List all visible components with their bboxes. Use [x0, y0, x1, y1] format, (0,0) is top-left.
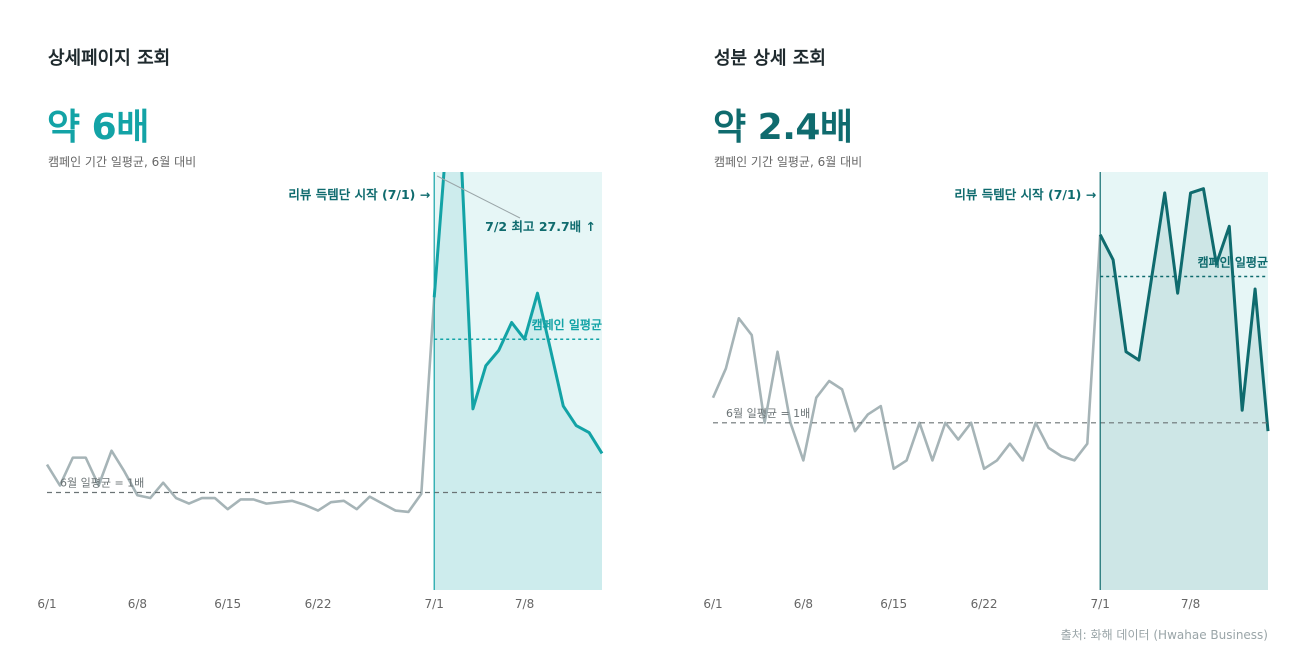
peak-annotation-label: 7/2 최고 27.7배 ↑ [485, 219, 596, 234]
chart-title: 상세페이지 조회 [48, 48, 171, 69]
x-tick-label: 6/8 [128, 597, 147, 611]
x-tick-label: 6/15 [880, 597, 907, 611]
x-tick-label: 6/1 [703, 597, 722, 611]
line-chart-ingredient-views: 6월 일평균 = 1배 캠페인 일평균 리뷰 득템단 시작 (7/1) → 6/1 6/… [703, 172, 1270, 611]
campaign-average-label: 캠페인 일평균 [1198, 255, 1268, 270]
chart-subtitle: 캠페인 기간 일평균, 6월 대비 [48, 155, 197, 169]
headline-multiplier: 약 2.4배 [713, 107, 853, 148]
baseline-label: 6월 일평균 = 1배 [726, 406, 810, 420]
x-tick-label: 6/8 [794, 597, 813, 611]
source-note: 출처: 화해 데이터 (Hwahae Business) [1060, 628, 1268, 642]
series-line-june [711, 234, 1102, 471]
peak-annotation-leader [436, 175, 521, 219]
chart-panel-detail-views: 상세페이지 조회 약 6배 캠페인 기간 일평균, 6월 대비 6월 일평균 =… [0, 0, 604, 666]
x-tick-label: 7/1 [425, 597, 444, 611]
baseline-label: 6월 일평균 = 1배 [60, 475, 144, 489]
x-tick-label: 6/15 [214, 597, 241, 611]
campaign-start-label: 리뷰 득템단 시작 (7/1) → [288, 187, 430, 202]
headline-multiplier: 약 6배 [47, 107, 149, 148]
x-tick-label: 7/8 [1181, 597, 1200, 611]
x-tick-label: 6/1 [37, 597, 56, 611]
chart-subtitle: 캠페인 기간 일평균, 6월 대비 [714, 155, 863, 169]
line-chart-detail-views: 6월 일평균 = 1배 캠페인 일평균 리뷰 득템단 시작 (7/1) → 7/2 최… [37, 172, 604, 611]
x-tick-label: 6/22 [971, 597, 998, 611]
series-line-campaign [1098, 187, 1270, 432]
campaign-area-fill [1100, 188, 1268, 590]
x-tick-label: 6/22 [305, 597, 332, 611]
series-line-june [45, 297, 436, 514]
x-tick-label: 7/8 [515, 597, 534, 611]
x-tick-label: 7/1 [1091, 597, 1110, 611]
campaign-start-label: 리뷰 득템단 시작 (7/1) → [954, 187, 1096, 202]
campaign-area-fill [434, 172, 602, 590]
chart-panel-ingredient-views: 성분 상세 조회 약 2.4배 캠페인 기간 일평균, 6월 대비 6월 일평균… [666, 0, 1270, 666]
chart-title: 성분 상세 조회 [714, 48, 826, 69]
campaign-average-label: 캠페인 일평균 [532, 317, 602, 332]
series-line-campaign [432, 172, 604, 455]
